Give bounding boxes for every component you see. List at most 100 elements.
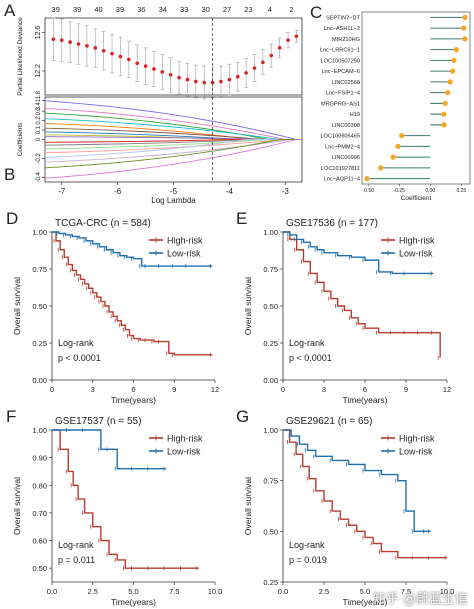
y-tick-label: 0.2 — [36, 116, 42, 125]
y-tick-label: 0.25 — [263, 578, 278, 587]
x-tick-label: 10.0 — [208, 587, 223, 596]
category-label: LOC100606465 — [320, 134, 360, 140]
panel-letter-a: A — [4, 1, 16, 20]
logrank-label: Log-rank — [289, 540, 325, 550]
x-tick-label: 0 — [281, 385, 285, 394]
x-axis-label: Time(years) — [342, 395, 387, 405]
data-point — [235, 74, 240, 79]
top-count-label: 30 — [201, 5, 209, 14]
y-tick-label: 0.50 — [263, 527, 278, 536]
data-point — [210, 80, 215, 85]
y-tick-label: 0 — [36, 137, 42, 141]
x-axis-label: Log Lambda — [151, 196, 196, 205]
top-count-label: 40 — [94, 5, 102, 14]
y-tick-label: 12.2 — [35, 64, 42, 78]
coefficient-path — [44, 139, 302, 179]
x-axis-label: Time(years) — [342, 597, 387, 607]
category-label: Lnc−FSIP1−4 — [326, 91, 360, 97]
data-point — [135, 61, 139, 66]
lollipop-point — [442, 100, 448, 106]
data-point — [252, 66, 257, 70]
lollipop-point — [461, 25, 467, 31]
lollipop-point — [441, 111, 447, 117]
data-point — [59, 38, 64, 42]
y-tick-label: 1.00 — [263, 228, 278, 237]
panel-letter-g: G — [236, 407, 249, 426]
x-tick-label: -7 — [58, 187, 66, 196]
logrank-label: Log-rank — [58, 338, 94, 348]
survival-curve — [52, 429, 167, 470]
category-label: MIR210HG — [332, 37, 360, 43]
category-label: LOC100507250 — [320, 58, 360, 64]
y-tick-label: 0.50 — [32, 564, 47, 573]
y-tick-label: 0.3 — [36, 106, 42, 115]
coefficient-path — [44, 107, 302, 140]
y-tick-label: 1.00 — [263, 426, 278, 435]
y-tick-label: 0.25 — [263, 339, 278, 348]
x-tick-label: 10.0 — [440, 587, 455, 596]
legend-label: Low-risk — [167, 249, 201, 259]
category-label: LINC00308 — [332, 123, 360, 129]
x-tick-label: 12 — [211, 385, 219, 394]
logrank-pvalue: p = 0.019 — [289, 555, 327, 565]
panel-letter-c: C — [310, 3, 322, 22]
lollipop-point — [378, 165, 384, 171]
y-tick-label: 0.411.8 — [36, 90, 42, 110]
legend-label: Low-risk — [167, 447, 201, 457]
x-tick-label: 5.0 — [128, 587, 138, 596]
top-count-label: 39 — [73, 5, 81, 14]
coefficient-path — [44, 100, 302, 140]
x-tick-label: 7.5 — [401, 587, 411, 596]
panel-letter-f: F — [6, 407, 16, 426]
x-tick-label: 2.5 — [319, 587, 329, 596]
x-tick-label: 6 — [363, 385, 367, 394]
logrank-label: Log-rank — [289, 338, 325, 348]
y-tick-label: 0.75 — [263, 265, 278, 274]
data-point — [202, 80, 207, 85]
survival-curve — [52, 429, 199, 569]
logrank-pvalue: p < 0.0001 — [289, 353, 332, 363]
data-point — [85, 44, 89, 48]
data-point — [261, 60, 265, 65]
data-point — [168, 72, 173, 77]
coefficient-path — [44, 139, 302, 154]
coefficient-path — [44, 139, 302, 163]
category-label: Lnc−ASH1L−2 — [324, 26, 360, 32]
x-tick-label: 0.0 — [278, 587, 288, 596]
y-tick-label: 0.25 — [32, 339, 47, 348]
x-tick-label: 12 — [443, 385, 451, 394]
category-label: Lnc−PMM2−4 — [325, 144, 360, 150]
category-label: LOC101927811 — [321, 166, 360, 172]
category-label: H19 — [350, 112, 360, 118]
data-point — [143, 64, 148, 68]
y-tick-label: -0.2 — [36, 153, 42, 164]
top-count-label: 39 — [52, 5, 60, 14]
legend-label: High-risk — [399, 434, 435, 444]
lollipop-point — [364, 176, 370, 182]
coefficient-path — [44, 139, 302, 143]
lollipop-point — [453, 47, 459, 53]
data-point — [277, 46, 282, 50]
top-count-label: 23 — [244, 5, 252, 14]
x-tick-label: -6 — [114, 187, 122, 196]
data-point — [286, 38, 290, 42]
logrank-pvalue: p < 0.0001 — [58, 353, 101, 363]
x-axis-label: Coefficient — [401, 195, 432, 202]
x-tick-label: 0.25 — [456, 188, 466, 194]
survival-curve — [52, 231, 213, 356]
y-axis-label: Overall survival — [12, 477, 22, 535]
data-point — [177, 75, 181, 80]
top-count-label: 2 — [289, 5, 293, 14]
y-tick-label: 0.00 — [263, 376, 278, 385]
x-tick-label: -3 — [282, 187, 290, 196]
data-point — [93, 46, 98, 50]
data-point — [269, 53, 274, 58]
category-label: SEPTIN7−DT — [326, 15, 361, 21]
panel-title: TCGA-CRC (n = 584) — [55, 218, 151, 229]
y-tick-label: 0.50 — [263, 302, 278, 311]
y-tick-label: 0.00 — [32, 376, 47, 385]
data-point — [294, 34, 299, 39]
lollipop-point — [462, 36, 468, 42]
data-point — [110, 51, 114, 56]
